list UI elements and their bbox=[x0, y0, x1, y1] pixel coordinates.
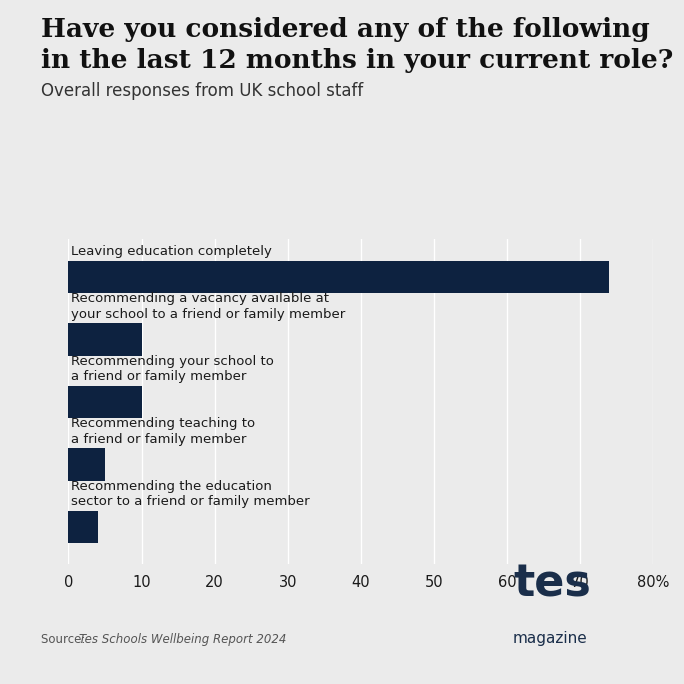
Text: Recommending your school to
a friend or family member: Recommending your school to a friend or … bbox=[70, 354, 274, 383]
Text: tes: tes bbox=[513, 562, 591, 605]
Text: Recommending teaching to
a friend or family member: Recommending teaching to a friend or fam… bbox=[70, 417, 254, 445]
Text: Source:: Source: bbox=[41, 633, 93, 646]
Text: in the last 12 months in your current role?: in the last 12 months in your current ro… bbox=[41, 48, 673, 73]
Text: Overall responses from UK school staff: Overall responses from UK school staff bbox=[41, 82, 363, 100]
Text: magazine: magazine bbox=[513, 631, 588, 646]
Text: Have you considered any of the following: Have you considered any of the following bbox=[41, 17, 650, 42]
Bar bbox=[68, 448, 105, 481]
Bar bbox=[68, 510, 98, 543]
Text: Recommending a vacancy available at
your school to a friend or family member: Recommending a vacancy available at your… bbox=[70, 292, 345, 321]
Bar bbox=[68, 323, 142, 356]
Bar bbox=[68, 261, 609, 293]
Bar bbox=[68, 386, 142, 418]
Text: Recommending the education
sector to a friend or family member: Recommending the education sector to a f… bbox=[70, 479, 309, 508]
Text: Leaving education completely: Leaving education completely bbox=[70, 245, 272, 258]
Text: Tes Schools Wellbeing Report 2024: Tes Schools Wellbeing Report 2024 bbox=[79, 633, 286, 646]
